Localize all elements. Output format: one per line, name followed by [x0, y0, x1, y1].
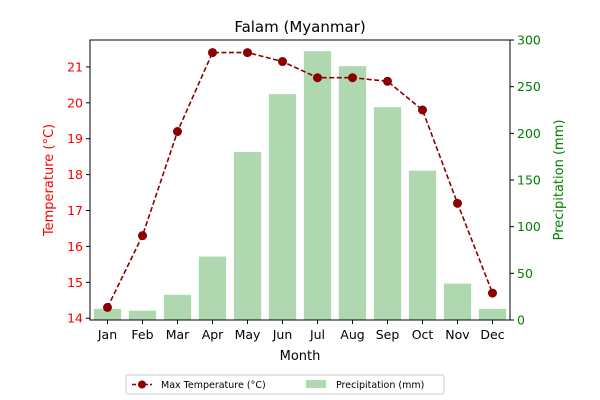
temperature-polyline	[106, 51, 494, 308]
left-tick-label: 17	[67, 203, 83, 218]
precipitation-bar-may	[233, 152, 262, 320]
left-tick-label: 18	[67, 167, 83, 182]
x-axis-label: Month	[280, 349, 321, 364]
x-tick-label: Dec	[480, 327, 504, 342]
x-tick-label: Aug	[340, 327, 364, 342]
precipitation-bar-feb	[128, 310, 157, 320]
temperature-point-may	[243, 48, 252, 58]
x-tick-label: Feb	[131, 327, 153, 342]
x-tick-label: Oct	[412, 327, 434, 342]
right-tick-label: 200	[517, 126, 541, 141]
precipitation-bar-jun	[268, 94, 297, 320]
temperature-point-jan	[103, 302, 112, 312]
precipitation-bar-jul	[303, 51, 332, 320]
temperature-line	[103, 48, 497, 312]
legend-temperature-marker	[138, 380, 146, 389]
precipitation-bar-aug	[338, 66, 367, 320]
precipitation-bar-nov	[443, 283, 472, 320]
right-tick-label: 100	[517, 219, 541, 234]
legend-frame	[125, 374, 445, 395]
left-tick-label: 15	[67, 275, 83, 290]
x-tick-label: Mar	[166, 327, 190, 342]
chart-title: Falam (Myanmar)	[234, 18, 365, 36]
left-axis: 14 15 16 17 18 19 20 21	[67, 59, 90, 326]
temperature-point-feb	[138, 231, 147, 241]
precipitation-bar-dec	[478, 308, 507, 320]
right-tick-label: 50	[517, 266, 533, 281]
x-tick-label: Jan	[97, 327, 117, 342]
right-tick-label: 250	[517, 79, 541, 94]
left-tick-label: 21	[67, 59, 83, 74]
x-tick-label: Sep	[376, 327, 400, 342]
precipitation-bar-oct	[408, 170, 437, 320]
left-tick-label: 14	[67, 311, 83, 326]
temperature-point-mar	[173, 127, 182, 137]
legend-temperature-label: Max Temperature (°C)	[161, 380, 266, 391]
left-axis-label: Temperature (°C)	[42, 124, 57, 237]
x-tick-label: Apr	[202, 327, 224, 342]
precipitation-bar-sep	[373, 107, 402, 320]
legend: Max Temperature (°C) Precipitation (mm)	[125, 374, 445, 395]
x-tick-label: Jul	[309, 327, 325, 342]
right-tick-label: 0	[517, 313, 525, 328]
right-axis: 0 50 100 150 200 250 300	[510, 33, 541, 328]
x-tick-label: Jun	[272, 327, 293, 342]
precipitation-bar-mar	[163, 294, 192, 320]
left-tick-label: 19	[67, 131, 83, 146]
precipitation-bar-jan	[93, 308, 122, 320]
temperature-point-aug	[348, 73, 357, 83]
temperature-point-apr	[208, 48, 217, 58]
temperature-point-sep	[383, 76, 392, 86]
right-axis-label: Precipitation (mm)	[552, 120, 567, 241]
x-tick-label: Nov	[445, 327, 470, 342]
legend-precipitation-label: Precipitation (mm)	[336, 380, 424, 391]
left-tick-label: 16	[67, 239, 83, 254]
left-tick-label: 20	[67, 95, 83, 110]
right-tick-label: 300	[517, 33, 541, 48]
temperature-point-jul	[313, 73, 322, 83]
plot-frame	[89, 39, 511, 321]
precipitation-bars	[93, 51, 507, 320]
x-tick-label: May	[235, 327, 261, 342]
temperature-point-dec	[488, 288, 497, 298]
x-axis: Jan Feb Mar Apr May Jun Jul Aug Sep Oct Nov Dec	[97, 320, 505, 342]
legend-precipitation-swatch	[306, 380, 326, 388]
temperature-point-jun	[278, 57, 287, 67]
precipitation-bar-apr	[198, 256, 227, 320]
temperature-point-oct	[418, 105, 427, 115]
right-tick-label: 150	[517, 173, 541, 188]
temperature-point-nov	[453, 198, 462, 208]
